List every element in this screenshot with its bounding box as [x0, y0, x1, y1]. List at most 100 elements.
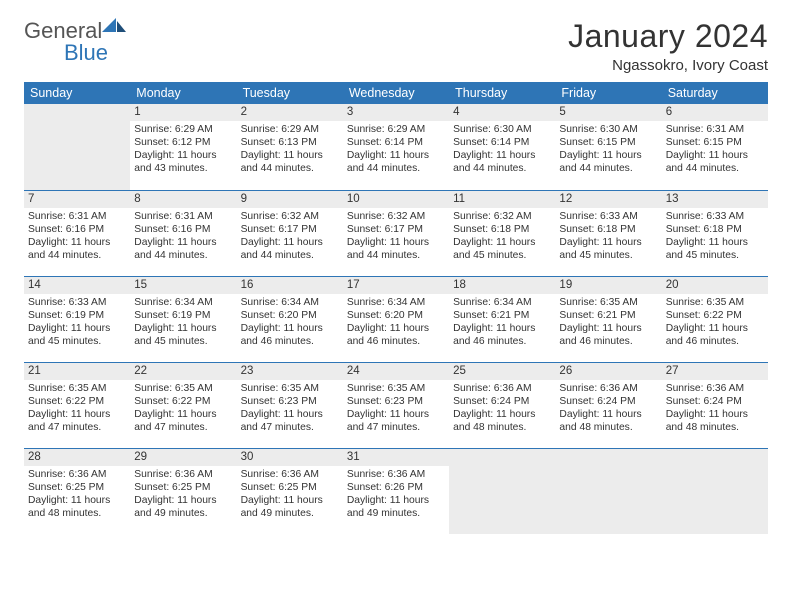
sunrise: Sunrise: 6:34 AM — [241, 296, 339, 309]
sunset: Sunset: 6:20 PM — [241, 309, 339, 322]
sunrise: Sunrise: 6:35 AM — [241, 382, 339, 395]
day-number: 3 — [343, 104, 449, 121]
day-data: Sunrise: 6:36 AMSunset: 6:24 PMDaylight:… — [662, 380, 768, 439]
sunset: Sunset: 6:12 PM — [134, 136, 232, 149]
daylight-line2: and 44 minutes. — [453, 162, 551, 175]
sunset: Sunset: 6:18 PM — [666, 223, 764, 236]
sunrise: Sunrise: 6:36 AM — [134, 468, 232, 481]
sunset: Sunset: 6:13 PM — [241, 136, 339, 149]
sunset: Sunset: 6:23 PM — [347, 395, 445, 408]
sunset: Sunset: 6:18 PM — [453, 223, 551, 236]
day-number: 5 — [555, 104, 661, 121]
sunrise: Sunrise: 6:31 AM — [28, 210, 126, 223]
day-data: Sunrise: 6:30 AMSunset: 6:14 PMDaylight:… — [449, 121, 555, 180]
day-data: Sunrise: 6:29 AMSunset: 6:13 PMDaylight:… — [237, 121, 343, 180]
logo-text: General Blue — [24, 18, 128, 70]
day-number: 21 — [24, 363, 130, 380]
sunrise: Sunrise: 6:32 AM — [453, 210, 551, 223]
day-number: 29 — [130, 449, 236, 466]
day-data: Sunrise: 6:36 AMSunset: 6:25 PMDaylight:… — [237, 466, 343, 525]
day-data: Sunrise: 6:29 AMSunset: 6:14 PMDaylight:… — [343, 121, 449, 180]
calendar-cell: 6Sunrise: 6:31 AMSunset: 6:15 PMDaylight… — [662, 104, 768, 190]
daylight-line1: Daylight: 11 hours — [241, 408, 339, 421]
daylight-line2: and 47 minutes. — [28, 421, 126, 434]
calendar-cell: 5Sunrise: 6:30 AMSunset: 6:15 PMDaylight… — [555, 104, 661, 190]
day-number: 10 — [343, 191, 449, 208]
calendar-cell: 7Sunrise: 6:31 AMSunset: 6:16 PMDaylight… — [24, 190, 130, 276]
sunset: Sunset: 6:14 PM — [453, 136, 551, 149]
daylight-line1: Daylight: 11 hours — [241, 322, 339, 335]
sunrise: Sunrise: 6:30 AM — [559, 123, 657, 136]
sunrise: Sunrise: 6:32 AM — [241, 210, 339, 223]
calendar-cell: 4Sunrise: 6:30 AMSunset: 6:14 PMDaylight… — [449, 104, 555, 190]
calendar-cell: 24Sunrise: 6:35 AMSunset: 6:23 PMDayligh… — [343, 362, 449, 448]
daylight-line2: and 44 minutes. — [28, 249, 126, 262]
sunrise: Sunrise: 6:33 AM — [559, 210, 657, 223]
day-data: Sunrise: 6:31 AMSunset: 6:16 PMDaylight:… — [24, 208, 130, 267]
calendar-cell: 11Sunrise: 6:32 AMSunset: 6:18 PMDayligh… — [449, 190, 555, 276]
daylight-line1: Daylight: 11 hours — [559, 322, 657, 335]
day-data: Sunrise: 6:36 AMSunset: 6:26 PMDaylight:… — [343, 466, 449, 525]
daylight-line2: and 49 minutes. — [134, 507, 232, 520]
calendar-cell: 31Sunrise: 6:36 AMSunset: 6:26 PMDayligh… — [343, 448, 449, 534]
calendar-cell: 10Sunrise: 6:32 AMSunset: 6:17 PMDayligh… — [343, 190, 449, 276]
day-data: Sunrise: 6:34 AMSunset: 6:20 PMDaylight:… — [237, 294, 343, 353]
daylight-line1: Daylight: 11 hours — [666, 322, 764, 335]
day-number: 23 — [237, 363, 343, 380]
daylight-line2: and 46 minutes. — [559, 335, 657, 348]
weekday-sun: Sunday — [24, 82, 130, 104]
day-data: Sunrise: 6:33 AMSunset: 6:18 PMDaylight:… — [555, 208, 661, 267]
day-number: 12 — [555, 191, 661, 208]
calendar-cell: 23Sunrise: 6:35 AMSunset: 6:23 PMDayligh… — [237, 362, 343, 448]
daylight-line1: Daylight: 11 hours — [666, 149, 764, 162]
sunset: Sunset: 6:20 PM — [347, 309, 445, 322]
daylight-line2: and 48 minutes. — [453, 421, 551, 434]
calendar-cell: 27Sunrise: 6:36 AMSunset: 6:24 PMDayligh… — [662, 362, 768, 448]
calendar-cell: 18Sunrise: 6:34 AMSunset: 6:21 PMDayligh… — [449, 276, 555, 362]
day-number: 6 — [662, 104, 768, 121]
day-number: 15 — [130, 277, 236, 294]
day-number: 7 — [24, 191, 130, 208]
calendar-cell: 2Sunrise: 6:29 AMSunset: 6:13 PMDaylight… — [237, 104, 343, 190]
sunrise: Sunrise: 6:35 AM — [134, 382, 232, 395]
sunset: Sunset: 6:24 PM — [666, 395, 764, 408]
sunset: Sunset: 6:18 PM — [559, 223, 657, 236]
sunset: Sunset: 6:19 PM — [28, 309, 126, 322]
daylight-line2: and 46 minutes. — [453, 335, 551, 348]
calendar-cell: 30Sunrise: 6:36 AMSunset: 6:25 PMDayligh… — [237, 448, 343, 534]
daylight-line1: Daylight: 11 hours — [666, 408, 764, 421]
logo-word-blue: Blue — [64, 40, 108, 65]
day-data: Sunrise: 6:29 AMSunset: 6:12 PMDaylight:… — [130, 121, 236, 180]
daylight-line2: and 45 minutes. — [134, 335, 232, 348]
daylight-line2: and 44 minutes. — [241, 249, 339, 262]
daylight-line1: Daylight: 11 hours — [134, 322, 232, 335]
page-title: January 2024 — [568, 18, 768, 55]
daylight-line2: and 44 minutes. — [134, 249, 232, 262]
daylight-line2: and 47 minutes. — [241, 421, 339, 434]
page: General Blue January 2024 Ngassokro, Ivo… — [0, 0, 792, 534]
day-data: Sunrise: 6:33 AMSunset: 6:18 PMDaylight:… — [662, 208, 768, 267]
sunrise: Sunrise: 6:31 AM — [134, 210, 232, 223]
daylight-line2: and 48 minutes. — [666, 421, 764, 434]
day-number: 1 — [130, 104, 236, 121]
calendar-cell: 16Sunrise: 6:34 AMSunset: 6:20 PMDayligh… — [237, 276, 343, 362]
daylight-line2: and 49 minutes. — [347, 507, 445, 520]
daylight-line1: Daylight: 11 hours — [347, 149, 445, 162]
sunset: Sunset: 6:24 PM — [453, 395, 551, 408]
calendar-cell: 19Sunrise: 6:35 AMSunset: 6:21 PMDayligh… — [555, 276, 661, 362]
daylight-line1: Daylight: 11 hours — [559, 408, 657, 421]
daylight-line2: and 44 minutes. — [347, 162, 445, 175]
calendar-cell: 15Sunrise: 6:34 AMSunset: 6:19 PMDayligh… — [130, 276, 236, 362]
sunset: Sunset: 6:15 PM — [666, 136, 764, 149]
sunset: Sunset: 6:22 PM — [134, 395, 232, 408]
daylight-line1: Daylight: 11 hours — [453, 236, 551, 249]
sunrise: Sunrise: 6:33 AM — [28, 296, 126, 309]
calendar-body: 1Sunrise: 6:29 AMSunset: 6:12 PMDaylight… — [24, 104, 768, 534]
day-number: 19 — [555, 277, 661, 294]
day-data: Sunrise: 6:35 AMSunset: 6:22 PMDaylight:… — [130, 380, 236, 439]
daylight-line1: Daylight: 11 hours — [559, 149, 657, 162]
day-data: Sunrise: 6:36 AMSunset: 6:25 PMDaylight:… — [130, 466, 236, 525]
day-number: 25 — [449, 363, 555, 380]
sunrise: Sunrise: 6:36 AM — [559, 382, 657, 395]
sunrise: Sunrise: 6:29 AM — [134, 123, 232, 136]
